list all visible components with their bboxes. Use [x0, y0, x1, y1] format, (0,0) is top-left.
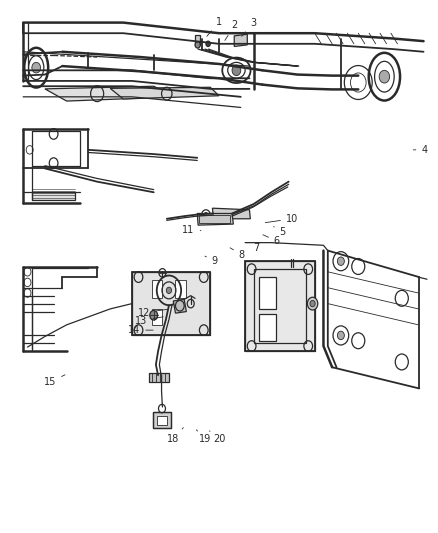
Text: 13: 13 — [135, 316, 163, 326]
Text: 15: 15 — [44, 375, 65, 387]
Polygon shape — [197, 214, 233, 225]
Text: 10: 10 — [265, 214, 298, 224]
Text: 9: 9 — [205, 256, 218, 266]
Text: 12: 12 — [138, 308, 167, 318]
Bar — [245, 261, 315, 351]
Bar — [152, 309, 162, 325]
Text: 7: 7 — [247, 243, 259, 253]
Circle shape — [150, 311, 158, 320]
Bar — [153, 413, 171, 428]
Bar — [157, 416, 167, 424]
Circle shape — [232, 65, 241, 76]
Polygon shape — [173, 300, 186, 313]
Text: 1: 1 — [207, 17, 222, 36]
Circle shape — [379, 70, 390, 83]
Bar — [195, 35, 200, 45]
Polygon shape — [32, 192, 75, 200]
Text: 6: 6 — [263, 235, 280, 246]
Circle shape — [204, 213, 208, 217]
Circle shape — [307, 297, 318, 310]
Text: 5: 5 — [274, 227, 286, 237]
Bar — [132, 272, 210, 335]
Bar — [259, 314, 276, 341]
Circle shape — [337, 331, 344, 340]
Text: 8: 8 — [230, 248, 245, 260]
Polygon shape — [212, 208, 251, 219]
Polygon shape — [45, 86, 176, 101]
Text: 4: 4 — [413, 145, 427, 155]
Polygon shape — [245, 261, 315, 351]
Circle shape — [337, 257, 344, 265]
Text: 14: 14 — [128, 325, 153, 335]
Bar — [152, 280, 162, 298]
Text: 3: 3 — [242, 18, 256, 36]
Polygon shape — [153, 413, 171, 428]
Polygon shape — [149, 373, 169, 382]
Circle shape — [195, 42, 200, 48]
Text: 18: 18 — [167, 427, 184, 444]
Polygon shape — [132, 272, 210, 335]
Bar — [259, 277, 276, 309]
Text: 20: 20 — [209, 431, 225, 444]
Text: 11: 11 — [182, 225, 201, 236]
Polygon shape — [110, 87, 219, 99]
Polygon shape — [234, 34, 247, 46]
Bar — [254, 269, 306, 343]
Text: 19: 19 — [196, 430, 211, 444]
Circle shape — [310, 301, 315, 307]
Circle shape — [206, 41, 210, 46]
Bar — [199, 215, 230, 223]
Bar — [176, 280, 186, 298]
Text: 2: 2 — [225, 20, 238, 41]
Circle shape — [32, 62, 41, 73]
Circle shape — [166, 287, 172, 294]
